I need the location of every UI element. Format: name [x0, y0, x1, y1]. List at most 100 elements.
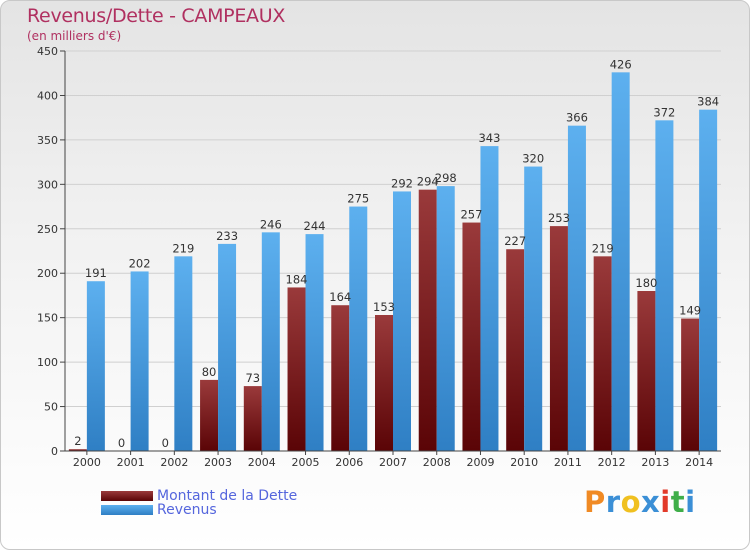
logo-letter: i: [685, 485, 696, 519]
data-label-dette: 149: [679, 304, 701, 318]
bar-revenus: [699, 109, 718, 452]
data-label-dette: 227: [504, 234, 526, 248]
x-tick-label: 2002: [160, 456, 188, 469]
data-label-revenus: 366: [566, 111, 588, 125]
bar-dette: [593, 256, 612, 451]
data-label-revenus: 233: [216, 229, 238, 243]
x-tick-label: 2000: [73, 456, 101, 469]
y-tick-label: 450: [37, 45, 58, 58]
bar-revenus: [218, 243, 237, 451]
bar-revenus: [174, 256, 193, 451]
x-tick-label: 2004: [248, 456, 276, 469]
bar-dette: [506, 249, 525, 451]
data-label-revenus: 298: [435, 171, 457, 185]
bar-revenus: [86, 281, 105, 451]
y-tick-label: 400: [37, 89, 58, 102]
data-label-dette: 2: [74, 434, 81, 448]
x-tick-label: 2012: [598, 456, 626, 469]
data-label-dette: 164: [329, 290, 351, 304]
data-label-revenus: 343: [478, 131, 500, 145]
logo-letter: t: [670, 485, 686, 519]
legend-item-dette: Montant de la Dette: [101, 488, 298, 504]
bar-revenus: [261, 232, 280, 451]
bar-revenus: [611, 72, 630, 451]
data-label-revenus: 275: [347, 192, 369, 206]
bar-revenus: [655, 120, 674, 451]
data-label-revenus: 372: [653, 105, 675, 119]
data-label-dette: 0: [162, 436, 169, 450]
bar-dette: [549, 226, 568, 451]
bar-revenus: [524, 166, 543, 452]
x-tick-label: 2007: [379, 456, 407, 469]
bar-dette: [462, 222, 481, 451]
chart-subtitle: (en milliers d'€): [27, 29, 122, 43]
data-label-revenus: 320: [522, 152, 544, 166]
y-tick-label: 150: [37, 312, 58, 325]
logo-letter: x: [641, 485, 661, 519]
data-label-revenus: 244: [304, 219, 326, 233]
bar-revenus: [480, 146, 499, 451]
bar-revenus: [393, 191, 411, 451]
x-tick-label: 2008: [423, 456, 451, 469]
x-tick-label: 2013: [641, 456, 669, 469]
data-label-revenus: 219: [172, 241, 194, 255]
data-label-dette: 184: [286, 272, 308, 286]
data-label-dette: 80: [202, 365, 217, 379]
bar-revenus: [305, 234, 324, 451]
x-tick-label: 2014: [685, 456, 713, 469]
data-label-dette: 257: [460, 208, 482, 222]
y-tick-label: 350: [37, 134, 58, 147]
x-tick-label: 2011: [554, 456, 582, 469]
legend-label-dette: Montant de la Dette: [157, 488, 298, 504]
x-tick-label: 2010: [510, 456, 538, 469]
data-label-dette: 219: [592, 241, 614, 255]
legend-swatch-revenus: [101, 505, 153, 515]
bar-revenus: [436, 186, 455, 451]
x-tick-label: 2006: [335, 456, 363, 469]
data-label-dette: 180: [635, 276, 657, 290]
bar-dette: [287, 287, 306, 451]
x-tick-label: 2001: [117, 456, 145, 469]
y-tick-label: 0: [51, 445, 58, 458]
bar-dette: [68, 449, 87, 451]
data-label-dette: 153: [373, 300, 395, 314]
bar-dette: [243, 386, 262, 451]
bar-dette: [681, 318, 700, 451]
bar-revenus: [130, 271, 149, 451]
legend-item-revenus: Revenus: [101, 502, 217, 518]
data-label-revenus: 292: [391, 176, 413, 190]
data-label-dette: 73: [245, 371, 260, 385]
bar-dette: [200, 379, 219, 451]
legend-swatch-dette: [101, 491, 153, 501]
bar-dette: [637, 291, 656, 451]
data-label-dette: 0: [118, 436, 125, 450]
logo-letter: o: [620, 485, 642, 519]
data-label-revenus: 246: [260, 217, 282, 231]
data-label-revenus: 384: [697, 95, 719, 109]
logo-letter: r: [605, 485, 621, 519]
x-tick-label: 2003: [204, 456, 232, 469]
proxiti-logo: Proxiti: [584, 485, 696, 519]
bar-revenus: [567, 125, 586, 452]
bar-revenus: [349, 206, 368, 451]
x-tick-label: 2005: [292, 456, 320, 469]
logo-letter: P: [584, 485, 606, 519]
x-tick-label: 2009: [466, 456, 494, 469]
bar-dette: [375, 315, 393, 451]
y-tick-label: 50: [44, 401, 58, 414]
bar-dette: [418, 189, 437, 451]
legend-label-revenus: Revenus: [157, 502, 217, 518]
y-tick-label: 250: [37, 223, 58, 236]
data-label-dette: 294: [417, 175, 439, 189]
bar-dette: [331, 305, 350, 451]
data-label-revenus: 426: [610, 57, 632, 71]
data-label-revenus: 202: [129, 256, 151, 270]
chart-title: Revenus/Dette - CAMPEAUX: [27, 5, 286, 27]
logo-letter: i: [660, 485, 671, 519]
y-tick-label: 200: [37, 267, 58, 280]
y-tick-label: 300: [37, 178, 58, 191]
data-label-dette: 253: [548, 211, 570, 225]
y-tick-label: 100: [37, 356, 58, 369]
